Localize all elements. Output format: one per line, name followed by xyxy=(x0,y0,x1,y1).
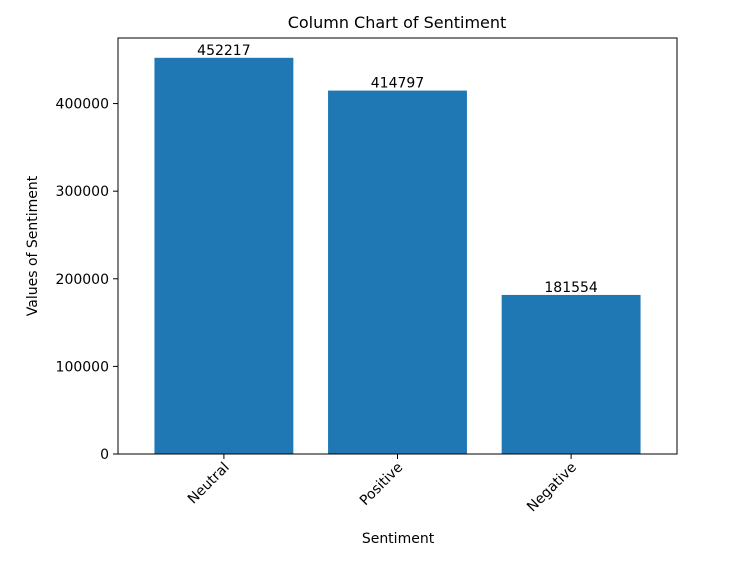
bar-negative xyxy=(501,294,641,454)
y-axis-title: Values of Sentiment xyxy=(25,175,41,316)
bar-neutral xyxy=(154,57,294,454)
x-tick-label-negative: Negative xyxy=(524,460,580,516)
data-label-negative: 181554 xyxy=(544,280,598,296)
y-tick-label: 0 xyxy=(100,447,109,463)
y-tick-label: 400000 xyxy=(56,97,109,113)
plot-area-frame xyxy=(117,37,678,455)
chart-title: Column Chart of Sentiment xyxy=(288,13,507,32)
y-axis: 0 100000 200000 300000 400000 xyxy=(56,97,118,463)
y-tick-label: 100000 xyxy=(56,359,109,375)
data-label-neutral: 452217 xyxy=(197,43,250,59)
x-tick-label-positive: Positive xyxy=(357,460,406,509)
data-label-positive: 414797 xyxy=(371,76,424,92)
bars-layer xyxy=(154,57,641,454)
x-tick-label-neutral: Neutral xyxy=(185,460,233,508)
bar-positive xyxy=(328,90,467,454)
x-axis: Neutral Positive Negative xyxy=(185,454,580,515)
x-axis-title: Sentiment xyxy=(362,531,435,547)
y-tick-label: 300000 xyxy=(56,184,109,200)
data-labels-layer: 452217 414797 181554 xyxy=(197,43,598,296)
y-tick-label: 200000 xyxy=(56,272,109,288)
